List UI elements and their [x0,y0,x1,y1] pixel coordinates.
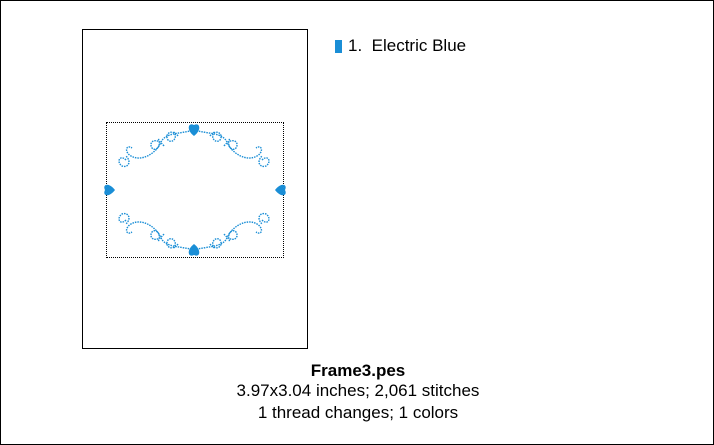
design-thread-summary: 1 thread changes; 1 colors [257,403,459,422]
design-stitches [118,129,270,251]
embroidery-design-preview [104,124,286,256]
thread-color-swatch [335,39,342,53]
design-dimensions-stitches: 3.97x3.04 inches; 2,061 stitches [236,381,480,400]
thread-number: 1. [348,36,363,55]
thread-legend: 1. Electric Blue [335,36,466,56]
design-filename: Frame3.pes [310,361,406,380]
thread-name: Electric Blue [371,36,467,55]
design-hearts [104,124,286,256]
thread-legend-label: 1. Electric Blue [348,36,466,56]
hoop-outline [82,29,308,349]
